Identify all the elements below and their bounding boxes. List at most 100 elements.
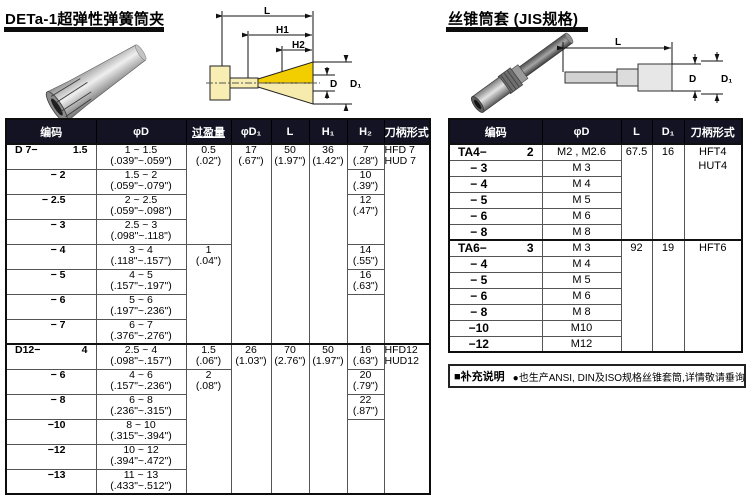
table-row: TA4− 2 M2 , M2.6 67.5 16 HFT4 HUT4 <box>448 143 743 241</box>
value-cell: M10 <box>541 319 622 337</box>
table-row: − 2.5 2 ~ 2.5 (.059"~.098") 12 (.47") <box>5 193 430 245</box>
value-cell: 7 (.28") <box>346 143 385 170</box>
value-cell: M 3 <box>541 239 622 257</box>
value-cell: 70 (2.76") <box>270 343 310 495</box>
code-cell: − 4 <box>5 243 97 270</box>
code-cell: − 3 <box>5 218 97 245</box>
code-cell: − 3 <box>448 159 543 177</box>
collet-lower-cone <box>257 82 314 105</box>
code-cell: − 6 <box>448 207 543 225</box>
value-cell: 17 (.67") <box>230 143 272 345</box>
code-cell: − 2.5 <box>5 193 97 220</box>
value-cell: M 3 <box>541 159 622 177</box>
code-cell: − 5 <box>448 271 543 289</box>
column-header: H₁ <box>308 118 348 145</box>
label-L: L <box>264 6 270 17</box>
code-cell: − 4 <box>448 255 543 273</box>
tap-sleeve-spec-table: 编码 φD L D₁ 刀柄形式 TA4− 2 M2 , M2.6 67.5 16 HFT4 HUT4−… <box>448 118 743 353</box>
code-cell: − 8 <box>5 393 97 420</box>
code-cell: − 2 <box>5 168 97 195</box>
right-table-container: 编码 φD L D₁ 刀柄形式 TA4− 2 M2 , M2.6 67.5 16 HFT4 HUT4−… <box>448 118 743 353</box>
value-cell: 5 ~ 6 (.197"~.236") <box>95 293 187 320</box>
value-cell: M 4 <box>541 175 622 193</box>
value-cell: M 4 <box>541 255 622 273</box>
value-cell: 1 ~ 1.5 (.039"~.059") <box>95 143 187 170</box>
table-row: D 7− 1.5 1 ~ 1.5 (.039"~.059") 0.5 (.02") 17 (.… <box>5 143 431 345</box>
value-cell: M 8 <box>541 223 622 241</box>
value-cell: 1.5 ~ 2 (.059"~.079") <box>95 168 187 195</box>
code-cell: D 7− 1.5 <box>5 143 97 170</box>
value-cell: 67.5 <box>620 143 653 241</box>
column-header: 刀柄形式 <box>383 118 431 145</box>
value-cell: M 6 <box>541 287 622 305</box>
value-cell: 1 (.04") <box>185 243 232 345</box>
label-D1: D₁ <box>721 74 732 85</box>
column-header: 编码 <box>448 118 543 145</box>
value-cell: 10 ~ 12 (.394"~.472") <box>95 443 187 470</box>
value-cell: 0.5 (.02") <box>185 143 232 245</box>
value-cell: 2.5 ~ 4 (.098"~.157") <box>95 343 187 370</box>
table-row: − 3 2.5 ~ 3 (.098"~.118") <box>5 218 430 245</box>
code-cell: TA6− 3 <box>448 239 543 257</box>
code-cell: − 5 <box>448 191 543 209</box>
note-text: ●也生产ANSI, DIN及ISO规格丝锥套筒,详情敬请垂询。 <box>512 372 746 384</box>
column-header: φD₁ <box>230 118 272 145</box>
value-cell: 16 (.63") <box>346 343 385 370</box>
column-header: H₂ <box>346 118 385 145</box>
code-cell: − 8 <box>448 303 543 321</box>
value-cell: 6 ~ 7 (.376"~.276") <box>95 318 187 345</box>
collet-upper-cone <box>257 61 314 84</box>
code-cell: − 6 <box>448 287 543 305</box>
collet-diagram: L H1 H2 D D₁ <box>206 6 361 111</box>
code-cell: − 5 <box>5 268 97 295</box>
tap-sleeve-diagram: L D D₁ <box>557 37 732 103</box>
table-row: −12 10 ~ 12 (.394"~.472") <box>5 443 430 470</box>
value-cell: 10 (.39") <box>346 168 385 195</box>
label-D1: D₁ <box>350 79 361 90</box>
value-cell <box>346 418 385 495</box>
table-row: TA6− 3 M 3 92 19 HFT6 <box>448 239 743 353</box>
sleeve-neck <box>616 68 639 87</box>
tap-sleeve-photo <box>470 32 574 113</box>
label-D: D <box>689 74 696 85</box>
value-cell: 26 (1.03") <box>230 343 272 495</box>
code-cell: − 7 <box>5 318 97 345</box>
value-cell: 50 (1.97") <box>308 343 348 495</box>
column-header: 刀柄形式 <box>683 118 743 145</box>
code-cell: − 4 <box>448 175 543 193</box>
value-cell: 12 (.47") <box>346 193 385 245</box>
header-row: 编码 φD 过盈量 φD₁ L H₁ H₂ 刀柄形式 <box>5 118 431 145</box>
value-cell: M2 , M2.6 <box>541 143 622 161</box>
value-cell: 1.5 (.06") <box>185 343 232 370</box>
left-section-title: DETa-1超弹性弹簧筒夹 <box>5 11 165 28</box>
column-header: D₁ <box>651 118 685 145</box>
value-cell: 8 ~ 10 (.315"~.394") <box>95 418 187 445</box>
code-cell: − 6 <box>5 293 97 320</box>
column-header: φD <box>95 118 187 145</box>
value-cell: 20 (.79") <box>346 368 385 395</box>
value-cell: 4 ~ 5 (.157"~.197") <box>95 268 187 295</box>
column-header: 过盈量 <box>185 118 232 145</box>
right-title-underline <box>446 27 588 32</box>
value-cell: 16 (.63") <box>346 268 385 295</box>
value-cell: 2 (.08") <box>185 368 232 495</box>
collet-photo-body <box>45 44 147 122</box>
value-cell: M 8 <box>541 303 622 321</box>
value-cell: 4 ~ 6 (.157"~.236") <box>95 368 187 395</box>
code-cell: −12 <box>5 443 97 470</box>
sleeve-shank <box>564 71 618 84</box>
value-cell: HFT4 HUT4 <box>683 143 743 241</box>
right-section-title: 丝锥筒套 (JIS规格) <box>448 11 579 28</box>
value-cell <box>346 293 385 345</box>
table-row: − 2 1.5 ~ 2 (.059"~.079") 10 (.39") <box>5 168 430 195</box>
